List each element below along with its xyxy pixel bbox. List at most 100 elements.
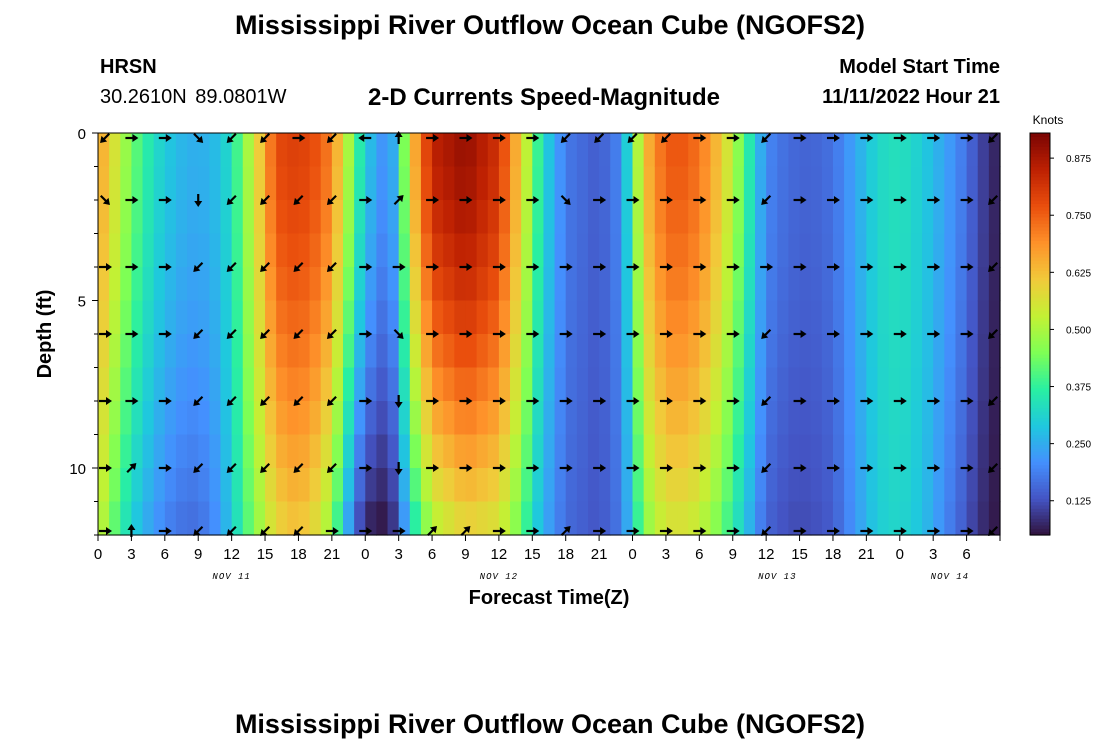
heatmap-cell (810, 334, 823, 369)
heatmap-cell (253, 434, 266, 469)
heatmap-cell (409, 300, 422, 335)
heatmap-cell (298, 468, 311, 503)
heatmap-cell (755, 267, 767, 302)
heatmap-cell (855, 334, 867, 369)
colorbar-segment (1030, 451, 1050, 456)
arrow-head (433, 330, 440, 338)
heatmap-cell (821, 334, 834, 369)
heatmap-cell (543, 166, 556, 201)
current-arrow (158, 527, 172, 535)
heatmap-cell (454, 367, 467, 402)
heatmap-cell (298, 501, 311, 536)
heatmap-cell (576, 133, 589, 168)
colorbar-segment (1030, 401, 1050, 405)
heatmap-cell (365, 334, 377, 369)
heatmap-cell (209, 367, 222, 402)
heatmap-cell (487, 233, 500, 268)
arrow-head (967, 330, 974, 338)
current-arrow (158, 397, 172, 405)
heatmap-cell (710, 233, 723, 268)
heatmap-cell (354, 501, 366, 536)
heatmap-cell (543, 401, 556, 436)
heatmap-cell (242, 200, 255, 235)
colorbar-segment (1030, 256, 1050, 261)
heatmap-cell (465, 468, 478, 503)
heatmap-cell (966, 367, 979, 402)
colorbar-segment (1030, 377, 1050, 382)
colorbar-segment (1030, 220, 1050, 225)
colorbar-segment (1030, 417, 1050, 422)
heatmap-cell (721, 434, 734, 469)
heatmap-cell (654, 200, 667, 235)
heatmap-cell (543, 200, 556, 235)
heatmap-cell (387, 468, 400, 503)
heatmap-cell (610, 434, 622, 469)
colorbar-segment (1030, 186, 1050, 191)
heatmap-cell (454, 267, 467, 302)
colorbar-segment (1030, 189, 1050, 194)
current-arrow (659, 527, 673, 535)
current-arrow (99, 194, 110, 205)
heatmap-cell (465, 200, 478, 235)
heatmap-cell (955, 434, 968, 469)
current-arrow (358, 134, 372, 142)
heatmap-cell (910, 133, 923, 168)
heatmap-cell (799, 133, 812, 168)
heatmap-cell (799, 501, 812, 536)
heatmap-cell (365, 267, 377, 302)
colorbar-tick-label: 0.875 (1066, 154, 1091, 165)
heatmap-cell (398, 434, 411, 469)
arrow-head (394, 131, 403, 137)
heatmap-cell (654, 233, 667, 268)
heatmap-cell (688, 300, 700, 335)
heatmap-cell (743, 267, 756, 302)
heatmap-cell (543, 367, 556, 402)
heatmap-cell (922, 267, 934, 302)
heatmap-cell (587, 434, 600, 469)
heatmap-cell (621, 334, 634, 369)
heatmap-cell (866, 300, 879, 335)
heatmap-cell (933, 133, 945, 168)
heatmap-cell (487, 468, 500, 503)
heatmap-cell (665, 133, 678, 168)
heatmap-cell (610, 334, 622, 369)
heatmap-cell (120, 300, 133, 335)
heatmap-cell (476, 334, 489, 369)
heatmap-cell (209, 334, 222, 369)
current-arrow (526, 397, 540, 405)
heatmap-cell (231, 300, 244, 335)
heatmap-cell (855, 200, 867, 235)
arrow-head (594, 135, 602, 143)
heatmap-cell (966, 133, 979, 168)
current-arrow (988, 328, 999, 339)
heatmap-cell (209, 166, 222, 201)
heatmap-cell (877, 200, 890, 235)
current-arrow (492, 196, 506, 204)
heatmap-cell (209, 233, 222, 268)
heatmap-cell (777, 166, 790, 201)
heatmap-cell (777, 468, 790, 503)
heatmap-cell (688, 200, 700, 235)
heatmap-cell (175, 501, 188, 536)
heatmap-cell (599, 267, 611, 302)
heatmap-cell (510, 367, 522, 402)
heatmap-cell (420, 334, 433, 369)
heatmap-cell (198, 501, 210, 536)
heatmap-cell (198, 166, 210, 201)
chart-subtitle: 2-D Currents Speed-Magnitude (368, 84, 721, 111)
heatmap-cell (231, 501, 244, 536)
heatmap-cell (465, 434, 478, 469)
current-arrow (492, 397, 506, 405)
heatmap-cell (354, 233, 366, 268)
heatmap-cell (164, 200, 177, 235)
heatmap-cell (910, 367, 923, 402)
heatmap-cell (298, 166, 311, 201)
colorbar-segment (1030, 136, 1050, 141)
heatmap-cell (955, 468, 968, 503)
heatmap-cell (810, 133, 823, 168)
heatmap-cell (899, 200, 912, 235)
current-arrow (659, 464, 673, 472)
heatmap-cell (643, 133, 656, 168)
heatmap-cell (409, 434, 422, 469)
arrow-head (934, 397, 941, 405)
